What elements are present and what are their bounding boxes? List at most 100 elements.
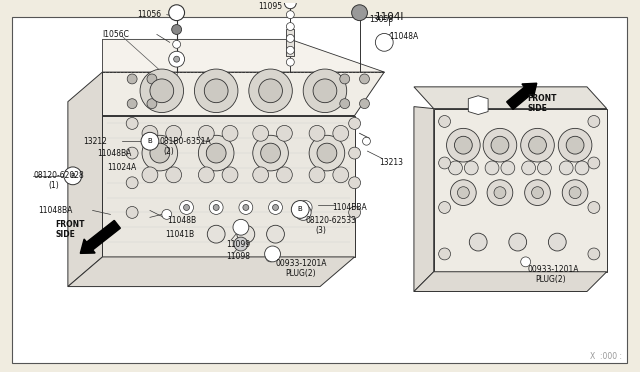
- Text: 08120-62028: 08120-62028: [33, 171, 84, 180]
- Circle shape: [376, 33, 393, 51]
- Circle shape: [173, 52, 180, 60]
- Circle shape: [286, 58, 294, 66]
- Text: B: B: [70, 173, 75, 179]
- FancyArrow shape: [507, 83, 537, 109]
- Circle shape: [362, 137, 371, 145]
- Circle shape: [273, 205, 278, 211]
- Circle shape: [340, 74, 349, 84]
- Text: 11048A: 11048A: [389, 32, 419, 41]
- Circle shape: [494, 187, 506, 199]
- Circle shape: [313, 79, 337, 103]
- Polygon shape: [414, 272, 607, 292]
- Circle shape: [588, 202, 600, 214]
- Circle shape: [169, 51, 184, 67]
- Circle shape: [276, 167, 292, 183]
- Circle shape: [525, 180, 550, 205]
- Circle shape: [309, 167, 325, 183]
- Circle shape: [509, 233, 527, 251]
- Text: I1056C: I1056C: [102, 30, 129, 39]
- Circle shape: [566, 136, 584, 154]
- Polygon shape: [68, 257, 355, 286]
- Circle shape: [529, 136, 547, 154]
- Circle shape: [451, 180, 476, 205]
- Text: (3): (3): [315, 226, 326, 235]
- Circle shape: [340, 99, 349, 109]
- Circle shape: [147, 74, 157, 84]
- Circle shape: [286, 35, 294, 42]
- Polygon shape: [102, 39, 384, 72]
- Circle shape: [349, 118, 360, 129]
- Circle shape: [126, 177, 138, 189]
- Circle shape: [309, 135, 345, 171]
- Text: (2): (2): [164, 147, 175, 155]
- Circle shape: [302, 205, 308, 211]
- Circle shape: [267, 225, 284, 243]
- Circle shape: [142, 167, 158, 183]
- Circle shape: [538, 161, 551, 175]
- Circle shape: [126, 206, 138, 218]
- Circle shape: [465, 161, 478, 175]
- Circle shape: [222, 125, 238, 141]
- Circle shape: [147, 99, 157, 109]
- Circle shape: [198, 167, 214, 183]
- Circle shape: [438, 116, 451, 127]
- Circle shape: [487, 180, 513, 205]
- Text: 11056: 11056: [137, 10, 161, 19]
- Circle shape: [469, 233, 487, 251]
- Circle shape: [266, 252, 275, 262]
- Circle shape: [126, 118, 138, 129]
- Text: 11048BA: 11048BA: [38, 206, 72, 215]
- Circle shape: [559, 161, 573, 175]
- Circle shape: [173, 56, 180, 62]
- Text: 11095: 11095: [259, 2, 283, 11]
- Text: 081B0-6351A: 081B0-6351A: [160, 137, 212, 146]
- Circle shape: [286, 46, 294, 54]
- Text: 11098: 11098: [226, 253, 250, 262]
- Circle shape: [349, 177, 360, 189]
- Circle shape: [237, 225, 255, 243]
- FancyArrow shape: [80, 220, 120, 253]
- Circle shape: [485, 161, 499, 175]
- Polygon shape: [414, 107, 434, 292]
- Polygon shape: [414, 87, 607, 109]
- Circle shape: [522, 161, 536, 175]
- Circle shape: [127, 74, 137, 84]
- Circle shape: [532, 187, 543, 199]
- Circle shape: [234, 237, 248, 251]
- Circle shape: [127, 99, 137, 109]
- Circle shape: [233, 219, 249, 235]
- Circle shape: [166, 125, 182, 141]
- Circle shape: [449, 161, 462, 175]
- Circle shape: [286, 23, 294, 31]
- Text: 11048B: 11048B: [167, 216, 196, 225]
- Text: 11041B: 11041B: [164, 230, 194, 239]
- Polygon shape: [102, 116, 355, 257]
- Text: 13212: 13212: [83, 137, 107, 146]
- Text: 11024A: 11024A: [108, 163, 137, 173]
- Circle shape: [309, 125, 325, 141]
- Circle shape: [447, 128, 480, 162]
- Circle shape: [438, 157, 451, 169]
- Circle shape: [588, 116, 600, 127]
- Circle shape: [253, 167, 269, 183]
- Circle shape: [317, 143, 337, 163]
- Circle shape: [253, 125, 269, 141]
- Circle shape: [588, 248, 600, 260]
- Circle shape: [64, 167, 82, 185]
- Text: 08120-62533: 08120-62533: [305, 216, 356, 225]
- Circle shape: [269, 201, 282, 214]
- Circle shape: [588, 157, 600, 169]
- Circle shape: [180, 201, 193, 214]
- Circle shape: [295, 205, 311, 220]
- Circle shape: [284, 0, 296, 9]
- Polygon shape: [68, 72, 102, 286]
- Circle shape: [291, 201, 309, 218]
- Circle shape: [558, 128, 592, 162]
- Circle shape: [195, 69, 238, 113]
- Polygon shape: [468, 96, 488, 115]
- Circle shape: [454, 136, 472, 154]
- Circle shape: [569, 187, 581, 199]
- Circle shape: [575, 161, 589, 175]
- Circle shape: [349, 147, 360, 159]
- Bar: [286, 29, 294, 56]
